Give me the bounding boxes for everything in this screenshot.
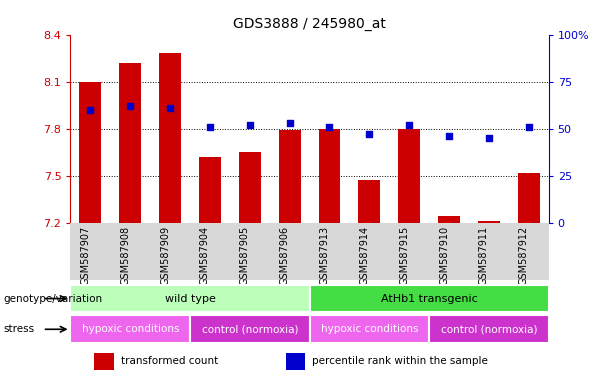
Point bbox=[444, 133, 454, 139]
Bar bbox=[438, 217, 460, 223]
Bar bbox=[80, 82, 101, 223]
Bar bbox=[429, 316, 549, 343]
Text: genotype/variation: genotype/variation bbox=[3, 293, 102, 304]
Bar bbox=[239, 152, 261, 223]
Bar bbox=[319, 129, 340, 223]
Point bbox=[484, 135, 494, 141]
Bar bbox=[518, 172, 539, 223]
Text: stress: stress bbox=[3, 324, 34, 334]
Text: GSM587910: GSM587910 bbox=[439, 226, 449, 285]
Bar bbox=[286, 353, 305, 370]
Bar bbox=[94, 353, 113, 370]
Bar bbox=[70, 285, 310, 313]
Text: GSM587913: GSM587913 bbox=[319, 226, 330, 285]
Point bbox=[205, 124, 215, 130]
Bar bbox=[199, 157, 221, 223]
Bar bbox=[70, 316, 190, 343]
Point bbox=[166, 105, 175, 111]
Text: control (normoxia): control (normoxia) bbox=[202, 324, 298, 334]
Text: GSM587905: GSM587905 bbox=[240, 226, 250, 285]
Point bbox=[245, 122, 255, 128]
Point bbox=[125, 103, 135, 109]
Point bbox=[284, 120, 294, 126]
Point bbox=[524, 124, 533, 130]
Text: wild type: wild type bbox=[165, 293, 215, 304]
Bar bbox=[120, 63, 141, 223]
Bar bbox=[310, 285, 549, 313]
Bar bbox=[310, 316, 429, 343]
Text: transformed count: transformed count bbox=[121, 356, 218, 366]
Bar bbox=[398, 129, 420, 223]
Bar bbox=[279, 130, 300, 223]
Text: GSM587911: GSM587911 bbox=[479, 226, 489, 285]
Text: percentile rank within the sample: percentile rank within the sample bbox=[312, 356, 488, 366]
Text: hypoxic conditions: hypoxic conditions bbox=[321, 324, 418, 334]
Text: GSM587914: GSM587914 bbox=[359, 226, 369, 285]
Bar bbox=[359, 180, 380, 223]
Text: GSM587915: GSM587915 bbox=[399, 226, 409, 285]
Bar bbox=[478, 221, 500, 223]
Point bbox=[325, 124, 335, 130]
Bar bbox=[190, 316, 310, 343]
Point bbox=[405, 122, 414, 128]
Text: GSM587908: GSM587908 bbox=[120, 226, 130, 285]
Text: AtHb1 transgenic: AtHb1 transgenic bbox=[381, 293, 478, 304]
Text: hypoxic conditions: hypoxic conditions bbox=[82, 324, 179, 334]
Point bbox=[364, 131, 374, 137]
Point bbox=[86, 107, 96, 113]
Title: GDS3888 / 245980_at: GDS3888 / 245980_at bbox=[233, 17, 386, 31]
Text: GSM587906: GSM587906 bbox=[280, 226, 289, 285]
Text: GSM587904: GSM587904 bbox=[200, 226, 210, 285]
Bar bbox=[159, 53, 181, 223]
Text: GSM587909: GSM587909 bbox=[160, 226, 170, 285]
Text: GSM587912: GSM587912 bbox=[519, 226, 528, 285]
Text: GSM587907: GSM587907 bbox=[80, 226, 91, 285]
Text: control (normoxia): control (normoxia) bbox=[441, 324, 537, 334]
